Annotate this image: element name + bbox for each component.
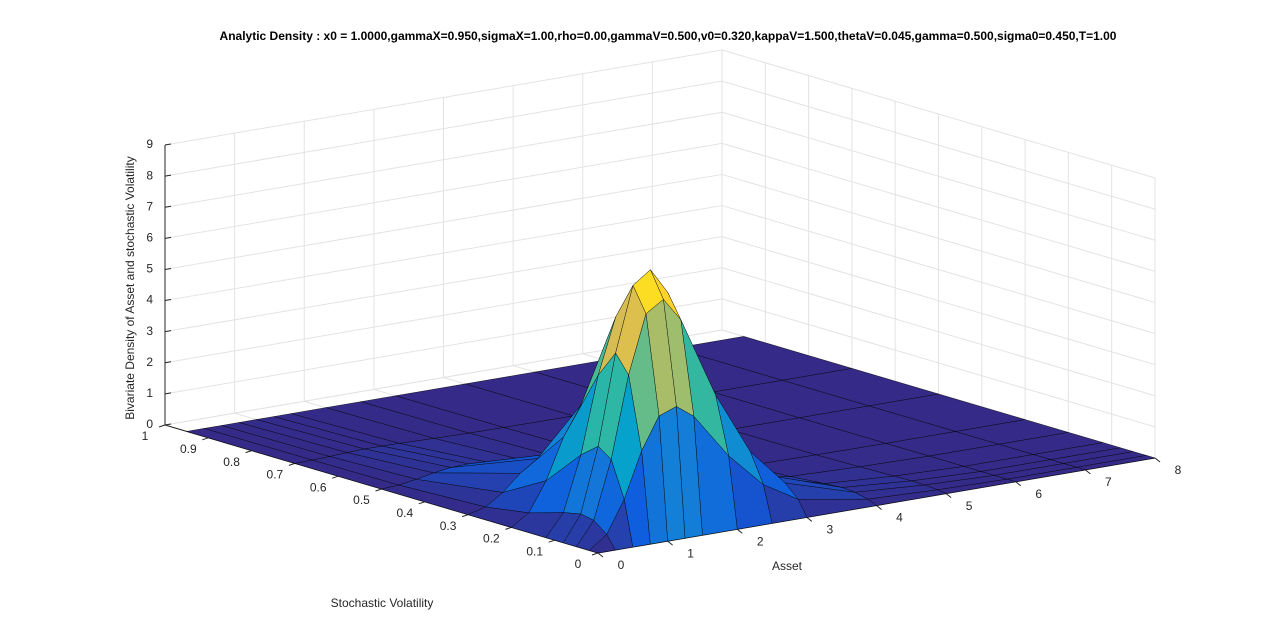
tick-mark bbox=[461, 514, 469, 518]
tick-mark bbox=[158, 424, 166, 428]
tick-mark bbox=[288, 462, 296, 466]
tick-mark bbox=[597, 552, 604, 558]
grid-line bbox=[721, 236, 1156, 366]
grid-line bbox=[164, 267, 723, 364]
surface-patch bbox=[797, 498, 878, 518]
grid-line bbox=[164, 142, 723, 239]
grid-line bbox=[721, 173, 1156, 303]
x-tick-label: 4 bbox=[896, 511, 903, 525]
z-tick-label: 9 bbox=[146, 137, 153, 151]
grid-line bbox=[164, 173, 723, 270]
surface-patch bbox=[588, 534, 616, 554]
grid-line bbox=[721, 111, 1156, 241]
y-axis-label: Stochastic Volatility bbox=[331, 596, 434, 610]
grid-line bbox=[721, 49, 1156, 179]
grid-line bbox=[721, 267, 1156, 397]
tick-mark bbox=[591, 552, 599, 556]
z-axis-label: Bivariate Density of Asset and stochasti… bbox=[123, 156, 137, 419]
tick-mark bbox=[375, 488, 382, 492]
grid-line bbox=[721, 142, 1156, 272]
z-tick-label: 5 bbox=[146, 262, 153, 276]
y-tick-label: 1 bbox=[142, 429, 149, 443]
tick-mark bbox=[876, 505, 882, 510]
z-tick-label: 3 bbox=[146, 324, 153, 338]
x-tick-label: 0 bbox=[618, 558, 625, 572]
y-tick-label: 0 bbox=[575, 557, 582, 571]
y-tick-label: 0.4 bbox=[396, 506, 413, 520]
x-tick-label: 2 bbox=[757, 534, 764, 548]
tick-mark bbox=[806, 516, 813, 522]
x-tick-label: 7 bbox=[1105, 475, 1112, 489]
tick-mark bbox=[164, 236, 172, 239]
z-tick-label: 2 bbox=[146, 355, 153, 369]
tick-mark bbox=[245, 450, 252, 454]
tick-mark bbox=[548, 539, 555, 543]
z-tick-label: 1 bbox=[146, 386, 153, 400]
grid-line bbox=[164, 80, 723, 177]
grid-line bbox=[164, 111, 723, 208]
tick-mark bbox=[164, 392, 172, 395]
grid-line bbox=[721, 298, 1156, 428]
y-tick-label: 0.8 bbox=[223, 455, 240, 469]
x-tick-label: 1 bbox=[687, 546, 694, 560]
chart-title: Analytic Density : x0 = 1.0000,gammaX=0.… bbox=[220, 29, 1117, 43]
x-tick-label: 8 bbox=[1175, 463, 1182, 477]
grid-line bbox=[164, 236, 723, 333]
grid-line bbox=[721, 205, 1156, 335]
z-tick-label: 8 bbox=[146, 168, 153, 182]
y-tick-label: 0.2 bbox=[483, 532, 500, 546]
tick-mark bbox=[505, 526, 512, 530]
tick-mark bbox=[164, 205, 172, 208]
tick-mark bbox=[164, 361, 172, 364]
tick-mark bbox=[164, 174, 172, 177]
grid-line bbox=[164, 49, 723, 146]
tick-mark bbox=[332, 475, 339, 479]
x-tick-label: 5 bbox=[966, 499, 973, 513]
tick-mark bbox=[164, 299, 172, 302]
tick-mark bbox=[164, 423, 172, 426]
y-tick-label: 0.6 bbox=[310, 480, 327, 494]
y-tick-label: 0.5 bbox=[353, 493, 370, 507]
tick-mark bbox=[202, 437, 209, 441]
tick-mark bbox=[418, 501, 425, 505]
tick-mark bbox=[164, 330, 172, 333]
tick-mark bbox=[1015, 481, 1022, 487]
tick-mark bbox=[1085, 469, 1091, 475]
y-tick-label: 0.3 bbox=[440, 519, 457, 533]
grid-line bbox=[164, 205, 723, 302]
y-tick-label: 0.7 bbox=[267, 468, 284, 482]
y-tick-label: 0.1 bbox=[526, 544, 543, 558]
grid-line bbox=[721, 80, 1156, 210]
tick-mark bbox=[667, 540, 673, 546]
tick-mark bbox=[164, 143, 172, 146]
x-tick-label: 3 bbox=[827, 523, 834, 537]
tick-mark bbox=[736, 528, 743, 534]
z-tick-label: 0 bbox=[146, 417, 153, 431]
tick-mark bbox=[1154, 457, 1161, 463]
tick-mark bbox=[164, 267, 172, 270]
surface bbox=[186, 269, 1156, 554]
labels: 01234567800.10.20.30.40.50.60.70.80.9101… bbox=[142, 137, 1182, 572]
tick-mark bbox=[945, 493, 952, 499]
x-tick-label: 6 bbox=[1035, 487, 1042, 501]
z-tick-label: 6 bbox=[146, 231, 153, 245]
z-tick-label: 4 bbox=[146, 293, 153, 307]
z-tick-label: 7 bbox=[146, 199, 153, 213]
x-axis-label: Asset bbox=[772, 559, 803, 573]
y-tick-label: 0.9 bbox=[180, 442, 197, 456]
